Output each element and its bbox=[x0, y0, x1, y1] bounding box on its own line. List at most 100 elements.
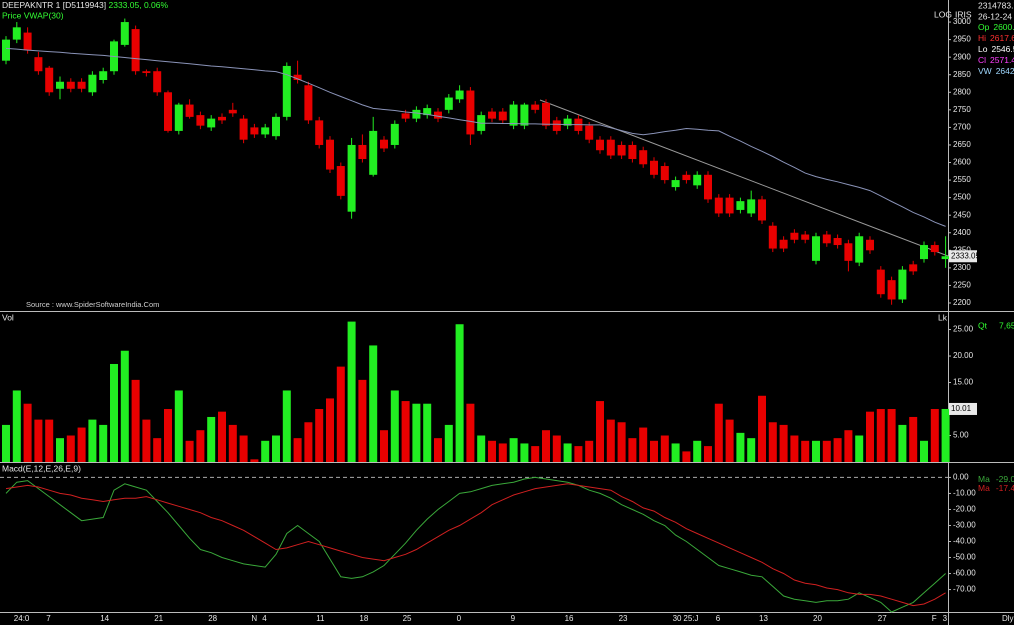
candle-body bbox=[909, 264, 918, 272]
volume-bar bbox=[164, 409, 172, 462]
volume-bar bbox=[498, 443, 507, 462]
volume-bar bbox=[142, 419, 151, 462]
date: 26-12-24 Th bbox=[978, 11, 1014, 21]
candle-body bbox=[660, 166, 669, 181]
volume-bar bbox=[412, 403, 421, 462]
volume-bar bbox=[563, 443, 572, 462]
candle-body bbox=[693, 174, 702, 186]
volume-bar bbox=[315, 409, 324, 462]
candle-body bbox=[412, 109, 421, 119]
candle-body bbox=[153, 71, 162, 93]
candle-body bbox=[596, 139, 604, 151]
volume-bar bbox=[682, 451, 691, 462]
candle-body bbox=[272, 116, 280, 137]
candle-body bbox=[768, 225, 777, 249]
volume-bar bbox=[822, 440, 831, 462]
volume-bar bbox=[747, 438, 756, 462]
legend-value: -29.04 bbox=[996, 474, 1014, 484]
volume-bar bbox=[887, 409, 896, 462]
candle-body bbox=[401, 113, 410, 119]
volume-bar bbox=[131, 379, 140, 462]
x-tick-label: 27 bbox=[878, 614, 887, 623]
volume-bar bbox=[466, 403, 475, 462]
volume-bar bbox=[12, 390, 21, 462]
x-tick-label: 25:J bbox=[683, 614, 698, 623]
candle-body bbox=[12, 27, 21, 40]
volume-bar bbox=[207, 416, 216, 462]
candle-body bbox=[509, 104, 518, 126]
candle-body bbox=[542, 102, 550, 126]
volume-bar bbox=[369, 345, 378, 462]
volume-bar bbox=[336, 366, 345, 462]
candle-body bbox=[239, 118, 248, 140]
candle-body bbox=[563, 118, 572, 126]
subtitle: Price VWAP(30) bbox=[2, 10, 64, 20]
volume-bar bbox=[153, 438, 162, 462]
volume-bar bbox=[725, 419, 734, 462]
candle-body bbox=[671, 180, 680, 188]
info-value: 2571.40 bbox=[990, 55, 1014, 65]
volume-bar bbox=[326, 398, 334, 462]
candle-body bbox=[639, 150, 648, 165]
y-tick-label: -10.00 bbox=[953, 489, 976, 498]
candle-body bbox=[2, 39, 10, 61]
candle-body bbox=[876, 269, 885, 295]
candle-body bbox=[650, 160, 658, 175]
volume-bar bbox=[758, 395, 766, 462]
candle-body bbox=[358, 144, 367, 160]
last-volume-box bbox=[949, 402, 977, 415]
candle-body bbox=[56, 81, 64, 89]
info-value: 2600.95 bbox=[993, 22, 1014, 32]
y-tick-label: -40.00 bbox=[953, 537, 976, 546]
y-tick-label: 0.00 bbox=[953, 473, 969, 482]
candle-body bbox=[99, 71, 108, 80]
candle-body bbox=[88, 74, 97, 93]
candle-body bbox=[617, 144, 626, 156]
y-tick-label: 5.00 bbox=[953, 431, 969, 440]
candle-body bbox=[833, 238, 842, 246]
candle-body bbox=[488, 111, 496, 119]
info-key: VW bbox=[978, 66, 992, 76]
volume-bar bbox=[617, 422, 626, 462]
volume-bar bbox=[218, 411, 226, 462]
qt-key: Qt bbox=[978, 320, 988, 330]
volume-bar bbox=[574, 446, 583, 462]
candle-body bbox=[790, 232, 799, 240]
volume-bar bbox=[509, 438, 518, 462]
info-row: VW 2642.31 bbox=[978, 66, 1014, 76]
candle-body bbox=[66, 81, 75, 89]
info-key: Op bbox=[978, 22, 990, 32]
info-key: Cl bbox=[978, 55, 986, 65]
volume-bar bbox=[347, 321, 356, 462]
y-tick-label: 3000 bbox=[953, 17, 971, 26]
candle-body bbox=[185, 104, 194, 117]
y-tick-label: 2850 bbox=[953, 70, 971, 79]
volume-bar bbox=[866, 411, 874, 462]
volume-bar bbox=[196, 430, 205, 462]
volume-bar bbox=[941, 408, 950, 462]
x-tick-label: 24:0 bbox=[14, 614, 30, 623]
volume-bar bbox=[855, 435, 864, 462]
volume-bar bbox=[261, 440, 270, 462]
volume-bar bbox=[714, 403, 723, 462]
candle-body bbox=[131, 29, 140, 72]
y-tick-label: 2700 bbox=[953, 123, 971, 132]
volume-bar bbox=[304, 422, 313, 462]
candle-body bbox=[758, 199, 766, 221]
candle-body bbox=[164, 92, 172, 131]
candle-body bbox=[704, 174, 712, 200]
candle-body bbox=[520, 104, 529, 126]
candle-body bbox=[77, 81, 86, 89]
x-tick-label: 30 bbox=[673, 614, 682, 623]
candle-body bbox=[315, 120, 324, 145]
candle-body bbox=[552, 120, 561, 131]
y-tick-label: -20.00 bbox=[953, 505, 976, 514]
qt-text: 7,65 bbox=[999, 320, 1014, 330]
macd-line bbox=[5, 483, 946, 607]
candle-body bbox=[261, 127, 270, 135]
candle-body bbox=[866, 239, 874, 251]
y-tick-label: -50.00 bbox=[953, 553, 976, 562]
